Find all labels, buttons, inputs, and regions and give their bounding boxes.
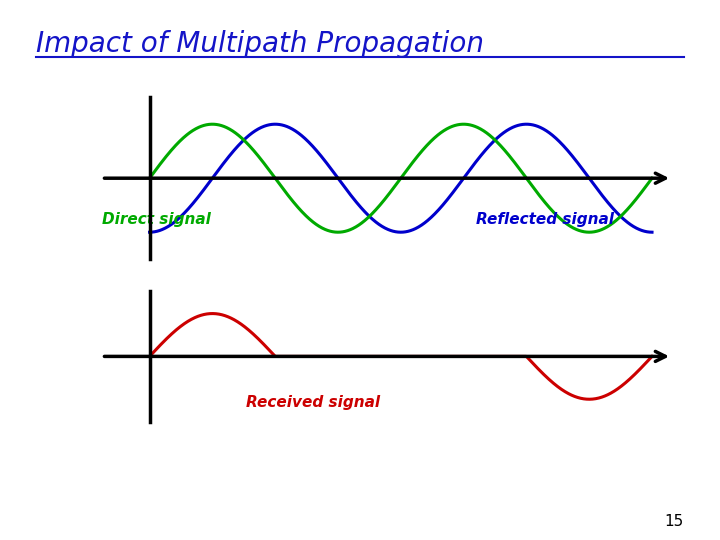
Text: 15: 15 [665, 514, 684, 529]
Text: Direct signal: Direct signal [102, 212, 210, 227]
Text: Reflected signal: Reflected signal [476, 212, 614, 227]
Text: Impact of Multipath Propagation: Impact of Multipath Propagation [36, 30, 484, 58]
Text: Received signal: Received signal [246, 395, 380, 410]
